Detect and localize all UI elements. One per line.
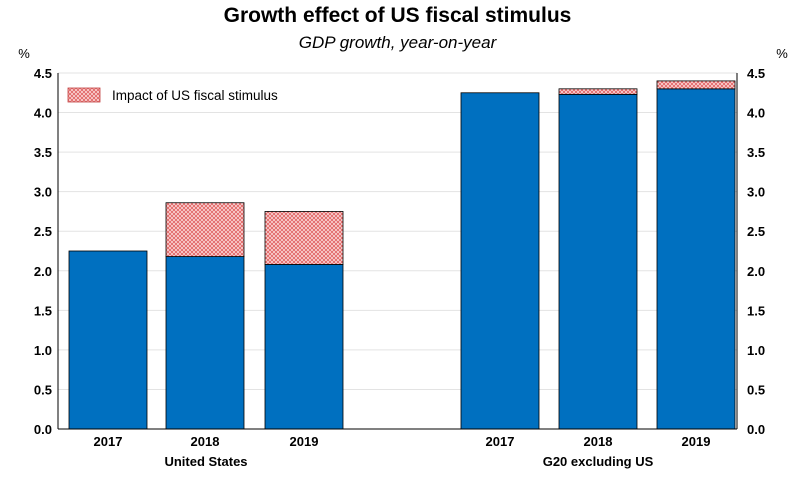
y-tick-label-left: 2.0 <box>34 264 52 279</box>
y-tick-label-right: 0.0 <box>747 422 765 437</box>
y-tick-label-left: 2.5 <box>34 224 52 239</box>
y-tick-label-right: 3.0 <box>747 185 765 200</box>
bars <box>68 80 736 430</box>
y-tick-label-left: 0.0 <box>34 422 52 437</box>
bar-baseline <box>460 92 540 430</box>
y-tick-label-right: 4.5 <box>747 66 765 81</box>
axes <box>57 73 738 430</box>
group-label: G20 excluding US <box>543 454 654 469</box>
x-tick-label: 2019 <box>290 434 319 449</box>
y-tick-label-right: 4.0 <box>747 106 765 121</box>
bar-stimulus-impact <box>264 211 344 265</box>
y-tick-label-right: 0.5 <box>747 382 765 397</box>
x-tick-label: 2018 <box>191 434 220 449</box>
y-tick-label-left: 1.0 <box>34 343 52 358</box>
y-tick-label-left: 0.5 <box>34 382 52 397</box>
y-tick-label-right: 1.5 <box>747 303 765 318</box>
labels: 0.0 0.0 0.5 0.5 1.0 1.0 1.5 1.5 2.0 2.0 2.5 2.5 3.0 3… <box>18 46 788 469</box>
bar-stimulus-impact <box>165 202 245 257</box>
chart-title: Growth effect of US fiscal stimulus <box>223 4 572 27</box>
y-tick-label-left: 4.5 <box>34 66 52 81</box>
chart-subtitle: GDP growth, year-on-year <box>298 33 497 52</box>
y-tick-label-right: 1.0 <box>747 343 765 358</box>
y-unit-left: % <box>18 46 30 61</box>
bar-stimulus-impact <box>558 88 638 95</box>
y-tick-label-left: 1.5 <box>34 303 52 318</box>
legend-label: Impact of US fiscal stimulus <box>112 88 278 103</box>
x-tick-label: 2017 <box>486 434 515 449</box>
group-label: United States <box>164 454 247 469</box>
x-tick-label: 2018 <box>584 434 613 449</box>
bar-stimulus-impact <box>656 80 736 90</box>
bar-baseline <box>165 256 245 430</box>
x-tick-label: 2019 <box>682 434 711 449</box>
legend: Impact of US fiscal stimulus <box>67 87 278 103</box>
legend-swatch <box>67 87 101 103</box>
y-unit-right: % <box>776 46 788 61</box>
y-tick-label-left: 3.5 <box>34 145 52 160</box>
y-tick-label-right: 2.0 <box>747 264 765 279</box>
bar-baseline <box>656 88 736 430</box>
bar-baseline <box>68 250 148 430</box>
y-tick-label-right: 2.5 <box>747 224 765 239</box>
y-tick-label-left: 4.0 <box>34 106 52 121</box>
y-tick-label-right: 3.5 <box>747 145 765 160</box>
bar-baseline <box>264 264 344 430</box>
y-tick-label-left: 3.0 <box>34 185 52 200</box>
bar-baseline <box>558 93 638 430</box>
x-tick-label: 2017 <box>94 434 123 449</box>
